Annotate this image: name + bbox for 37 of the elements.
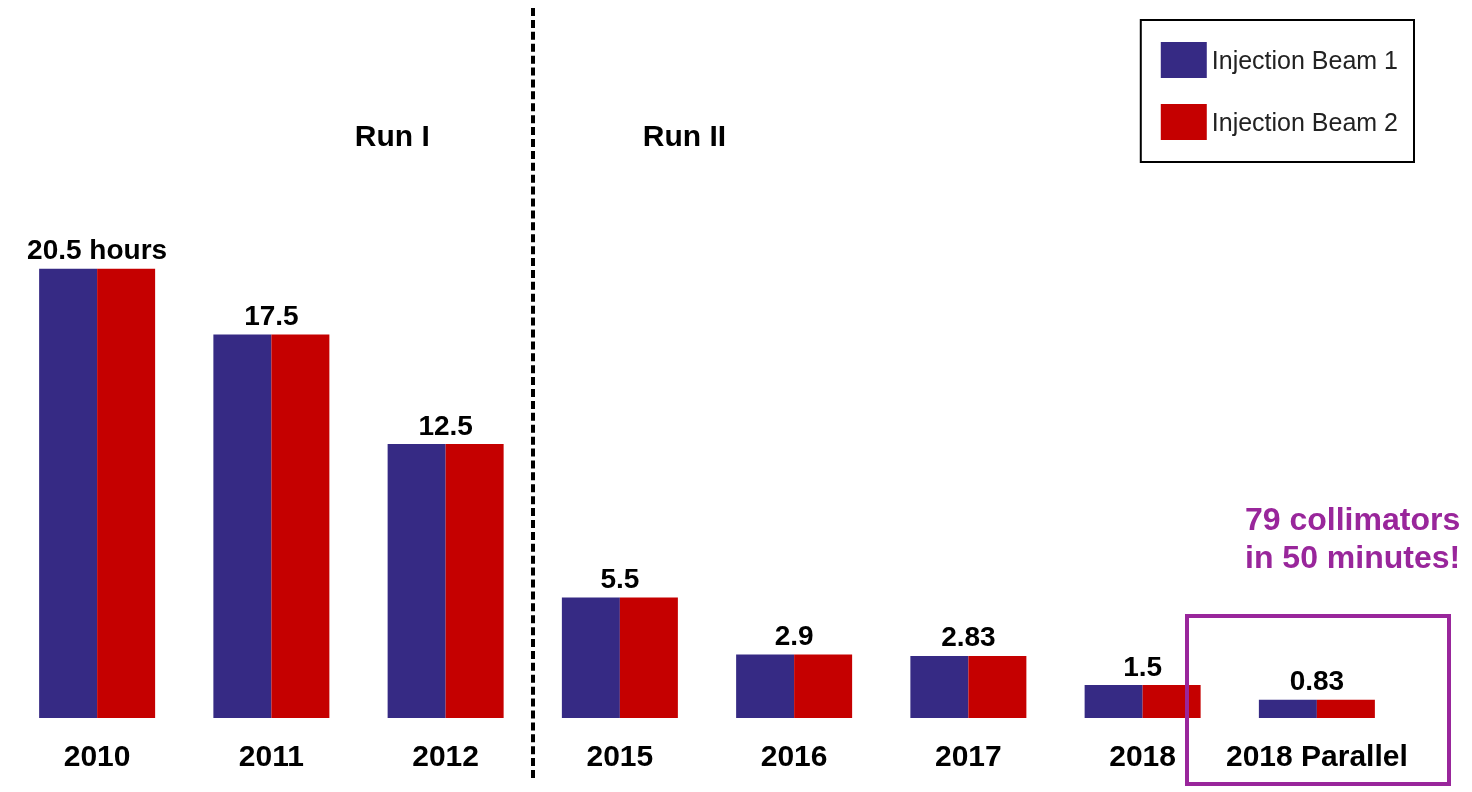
data-label: 5.5	[600, 562, 640, 594]
bar	[1316, 699, 1375, 718]
bar	[1258, 699, 1317, 718]
bar	[387, 444, 446, 718]
x-tick-label: 2011	[238, 738, 304, 772]
x-tick-label: 2015	[586, 738, 654, 772]
legend-label: Injection Beam 1	[1211, 46, 1398, 74]
bar	[445, 444, 504, 718]
data-label: 1.5	[1123, 650, 1163, 682]
legend-label: Injection Beam 2	[1211, 108, 1398, 136]
text: Run II	[642, 118, 727, 154]
bar	[39, 268, 98, 718]
data-label: 2.9	[774, 619, 814, 651]
bar	[968, 655, 1027, 718]
bar	[910, 655, 969, 718]
x-tick-label: 2012	[412, 738, 479, 772]
x-tick-label: 2018	[1109, 738, 1176, 772]
bar	[794, 654, 853, 718]
bar	[1142, 685, 1201, 718]
data-label: 0.83	[1289, 665, 1345, 697]
x-tick-label: 2018 Parallel	[1225, 738, 1408, 772]
text: Run I	[354, 118, 430, 154]
bar	[736, 654, 795, 718]
bar	[1084, 685, 1143, 718]
data-label: 2.83	[941, 621, 996, 653]
data-label: 12.5	[418, 409, 473, 441]
data-label: 20.5 hours	[27, 234, 168, 266]
bar	[213, 334, 272, 718]
bar	[561, 597, 620, 718]
bar	[97, 268, 156, 718]
x-tick-label: 2016	[760, 738, 828, 772]
bar	[619, 597, 678, 718]
bar	[271, 334, 330, 718]
x-tick-label: 2017	[935, 738, 1002, 772]
x-tick-label: 2010	[63, 738, 131, 772]
annotation: 79 collimators in 50 minutes!	[1245, 500, 1461, 577]
data-label: 17.5	[244, 299, 299, 331]
